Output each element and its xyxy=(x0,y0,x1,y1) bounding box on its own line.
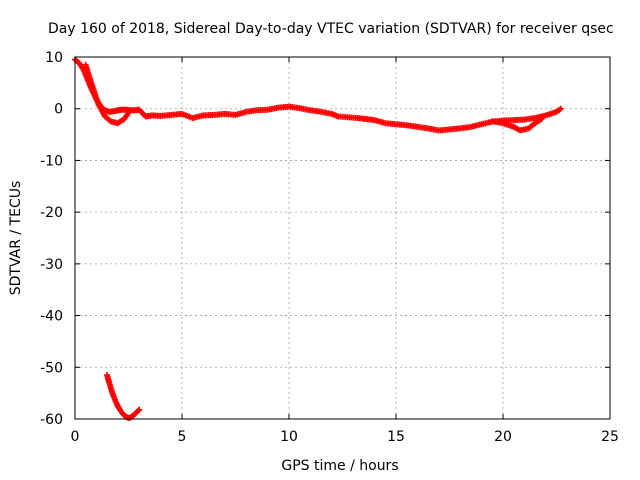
y-tick-label: 10 xyxy=(45,50,63,66)
y-tick-label: -10 xyxy=(40,153,63,169)
y-axis-label: SDTVAR / TECUs xyxy=(8,181,24,296)
data-series xyxy=(72,56,564,421)
data-point xyxy=(538,116,545,123)
x-tick-label: 5 xyxy=(178,429,187,445)
x-axis-label: GPS time / hours xyxy=(281,458,398,474)
data-point xyxy=(557,105,564,112)
chart-title: Day 160 of 2018, Sidereal Day-to-day VTE… xyxy=(48,21,614,37)
data-point xyxy=(125,109,132,116)
x-tick-label: 15 xyxy=(387,429,405,445)
y-tick-label: -30 xyxy=(40,257,63,273)
data-point xyxy=(136,406,143,413)
series-low-arc xyxy=(104,372,143,421)
y-tick-label: -60 xyxy=(40,412,63,428)
y-tick-label: -40 xyxy=(40,309,63,325)
interp-point xyxy=(135,407,142,414)
y-tick-label: -50 xyxy=(40,360,63,376)
series-dip-2 xyxy=(489,116,545,134)
x-tick-label: 10 xyxy=(280,429,298,445)
plot-frame xyxy=(74,56,611,420)
x-tick-label: 25 xyxy=(601,429,619,445)
y-tick-label: 0 xyxy=(54,102,63,118)
x-tick-label: 0 xyxy=(71,429,80,445)
series-dip-1 xyxy=(82,61,132,127)
y-tick-label: -20 xyxy=(40,205,63,221)
x-tick-label: 20 xyxy=(494,429,512,445)
axis-ticks: 0 5 10 15 20 25 10 0 -10 -20 -30 -40 -50 -60 xyxy=(40,50,619,445)
grid xyxy=(75,57,610,419)
